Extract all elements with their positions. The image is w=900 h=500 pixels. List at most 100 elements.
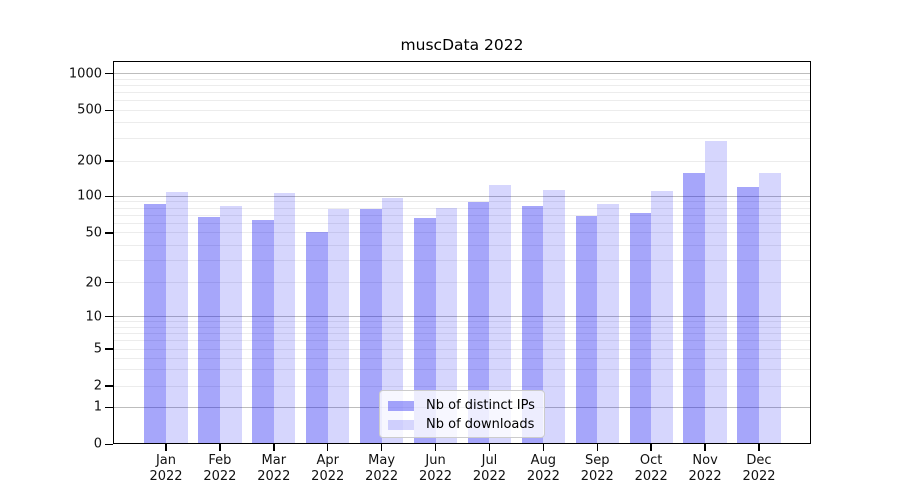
- gridline-minor: [114, 109, 810, 111]
- legend-label-downloads: Nb of downloads: [426, 417, 535, 432]
- x-tick-label: Sep 2022: [580, 453, 614, 484]
- x-tick-label: Jul 2022: [472, 453, 506, 484]
- gridline-major: [114, 195, 810, 197]
- bar-downloads-jul: [489, 185, 512, 445]
- gridline-minor: [114, 244, 810, 246]
- gridline-minor: [114, 201, 810, 203]
- x-tick-mark: [488, 444, 491, 451]
- y-tick-label: 1: [93, 399, 102, 415]
- bar-downloads-jun: [435, 208, 458, 445]
- bar-downloads-jan: [166, 192, 188, 445]
- bar-downloads-feb: [219, 205, 242, 445]
- gridline-minor: [114, 207, 810, 209]
- bar-distinct-ips-jun: [413, 218, 436, 445]
- chart-title: muscData 2022: [400, 36, 524, 54]
- gridline-minor: [114, 369, 810, 371]
- x-tick-mark: [596, 444, 598, 451]
- y-tick-label: 100: [77, 188, 102, 204]
- x-tick-label: Aug 2022: [526, 453, 560, 484]
- bar-downloads-mar: [273, 193, 296, 445]
- y-tick-label: 5: [93, 341, 102, 357]
- gridline-minor: [114, 232, 810, 234]
- y-tick-mark: [105, 406, 113, 408]
- gridline-minor: [114, 385, 810, 387]
- gridline-minor: [114, 332, 810, 334]
- bar-distinct-ips-dec: [737, 187, 759, 445]
- x-tick-mark: [273, 444, 275, 451]
- x-tick-label: Jan 2022: [149, 453, 183, 484]
- gridline-minor: [114, 357, 810, 359]
- legend-label-distinct-ips: Nb of distinct IPs: [426, 398, 535, 413]
- x-tick-mark: [327, 444, 329, 451]
- gridline-minor: [114, 78, 810, 80]
- x-tick-label: Dec 2022: [742, 453, 776, 484]
- bar-distinct-ips-may: [360, 209, 382, 445]
- y-tick-mark: [105, 316, 113, 318]
- y-tick-mark: [105, 348, 113, 350]
- x-tick-label: May 2022: [365, 453, 399, 484]
- y-tick-mark: [105, 282, 113, 284]
- x-tick-label: Apr 2022: [311, 453, 345, 484]
- bar-downloads-dec: [758, 172, 781, 445]
- x-tick-label: Mar 2022: [257, 453, 291, 484]
- x-tick-label: Oct 2022: [634, 453, 668, 484]
- gridline-minor: [114, 321, 810, 323]
- gridline-minor: [114, 91, 810, 93]
- bar-downloads-aug: [543, 190, 565, 445]
- gridline-minor: [114, 348, 810, 350]
- y-tick-label: 2: [93, 378, 102, 394]
- y-tick-mark: [105, 160, 113, 162]
- gridline-minor: [114, 222, 810, 224]
- gridline-minor: [114, 214, 810, 216]
- bar-distinct-ips-sep: [575, 215, 598, 445]
- y-tick-mark: [105, 72, 113, 75]
- y-tick-label: 200: [77, 153, 102, 169]
- bar-downloads-nov: [705, 141, 727, 445]
- y-tick-mark: [105, 195, 113, 197]
- x-tick-label: Feb 2022: [203, 453, 237, 484]
- bar-distinct-ips-oct: [629, 212, 652, 445]
- gridline-minor: [114, 100, 810, 102]
- gridline-major: [114, 316, 810, 318]
- x-tick-label: Jun 2022: [418, 453, 453, 484]
- x-tick-mark: [219, 444, 221, 451]
- y-tick-label: 10: [85, 309, 102, 325]
- bar-downloads-apr: [327, 208, 350, 445]
- x-tick-mark: [704, 444, 706, 451]
- gridline-major: [114, 73, 810, 74]
- y-tick-label: 1000: [68, 66, 102, 81]
- x-tick-mark: [434, 444, 437, 451]
- bar-distinct-ips-apr: [306, 231, 328, 445]
- bar-distinct-ips-nov: [683, 172, 706, 445]
- x-tick-mark: [380, 444, 383, 451]
- y-tick-mark: [105, 443, 113, 445]
- y-tick-label: 50: [85, 225, 102, 241]
- gridline-minor: [114, 340, 810, 341]
- x-tick-label: Nov 2022: [688, 453, 722, 484]
- bar-distinct-ips-mar: [252, 219, 274, 445]
- y-tick-mark: [105, 232, 113, 234]
- bar-distinct-ips-jan: [144, 203, 166, 445]
- bar-distinct-ips-jul: [467, 201, 490, 445]
- legend-swatch-downloads: [388, 419, 414, 430]
- bar-distinct-ips-aug: [521, 205, 544, 445]
- gridline-minor: [114, 160, 810, 162]
- bar-distinct-ips-feb: [198, 217, 220, 445]
- x-tick-mark: [165, 444, 167, 451]
- y-tick-mark: [105, 385, 113, 387]
- gridline-minor: [114, 122, 810, 124]
- y-tick-label: 0: [93, 436, 102, 452]
- y-tick-mark: [105, 109, 113, 112]
- bar-downloads-oct: [651, 190, 673, 445]
- gridline-minor: [114, 326, 810, 328]
- y-tick-label: 500: [77, 102, 102, 118]
- gridline-minor: [114, 138, 810, 140]
- x-tick-mark: [758, 444, 760, 451]
- gridline-minor: [114, 282, 810, 284]
- legend-item-distinct-ips: Nb of distinct IPs: [380, 396, 544, 415]
- legend: Nb of distinct IPs Nb of downloads: [379, 390, 545, 438]
- y-tick-label: 20: [85, 275, 102, 291]
- gridline-minor: [114, 84, 810, 86]
- x-tick-mark: [542, 444, 545, 451]
